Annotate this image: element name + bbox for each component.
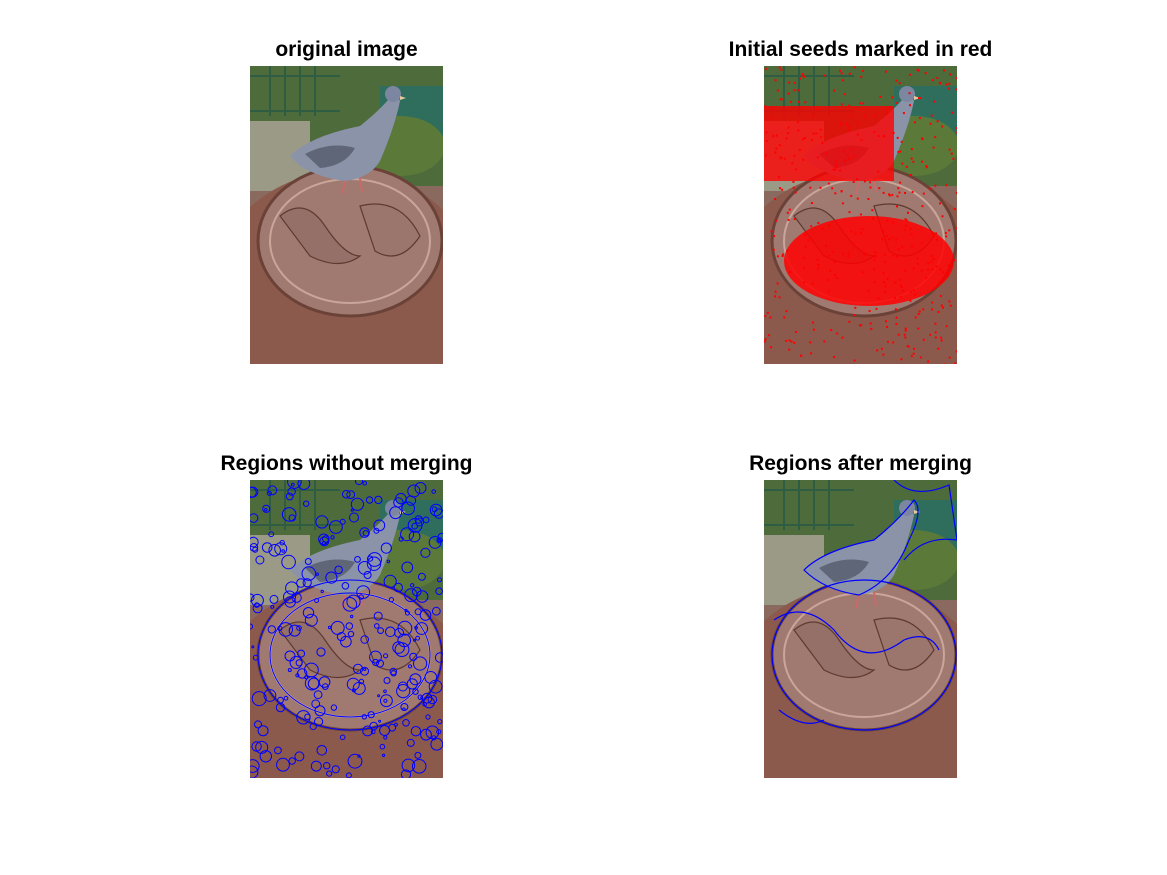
panel-seeds: Initial seeds marked in red <box>729 38 992 364</box>
regions-merged-image <box>764 480 957 778</box>
seeds-image <box>764 66 957 364</box>
original-image <box>250 66 443 364</box>
regions-unmerged-image <box>250 480 443 778</box>
panel-title: Regions without merging <box>220 452 473 475</box>
panel-regions-unmerged: Regions without merging <box>221 452 473 778</box>
panel-regions-merged: Regions after merging <box>749 452 972 778</box>
panel-title: Regions after merging <box>749 452 972 475</box>
panel-title: original image <box>275 38 418 61</box>
panel-title: Initial seeds marked in red <box>728 38 993 61</box>
panel-original: original image <box>250 38 443 364</box>
